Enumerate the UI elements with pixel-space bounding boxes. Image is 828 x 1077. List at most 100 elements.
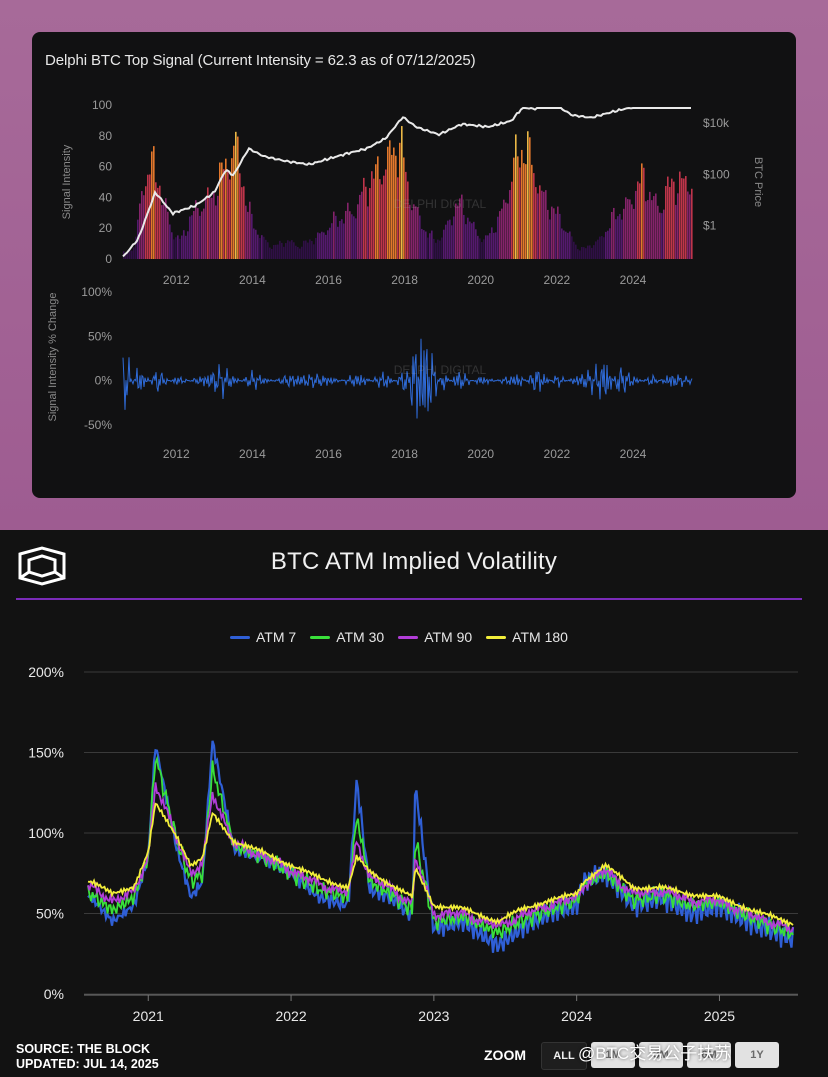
signal-bar — [425, 231, 427, 259]
signal-bar — [555, 213, 557, 259]
change-x-tick-label: 2020 — [467, 447, 494, 461]
signal-bar — [545, 190, 547, 259]
signal-bar — [337, 226, 339, 259]
signal-bar — [171, 232, 173, 259]
signal-bar — [437, 239, 439, 259]
signal-bar — [687, 191, 689, 259]
signal-bar — [291, 240, 293, 259]
signal-bar — [387, 146, 389, 259]
legend-item[interactable]: ATM 30 — [310, 629, 384, 645]
signal-bar — [187, 231, 189, 259]
signal-bar — [595, 241, 597, 259]
signal-bar — [199, 215, 201, 259]
signal-bar — [457, 205, 459, 259]
signal-bar — [299, 248, 301, 259]
signal-bar — [469, 221, 471, 259]
change-x-tick-label: 2022 — [544, 447, 571, 461]
iv-x-tick-label: 2023 — [418, 1008, 449, 1024]
signal-bar — [255, 229, 257, 259]
signal-bar — [523, 163, 525, 259]
delphi-chart: 0 20 40 60 80 100 $1 $100 $10k 2012 2014 2016 2018 20… — [47, 98, 764, 461]
signal-bar — [507, 203, 509, 259]
signal-bar — [423, 230, 425, 259]
signal-bar — [355, 218, 357, 259]
signal-bar — [311, 240, 313, 259]
signal-bar — [459, 198, 461, 259]
y-tick-label: 40 — [99, 190, 113, 204]
signal-bar — [549, 219, 551, 259]
signal-bar — [479, 238, 481, 259]
signal-bar — [149, 174, 151, 259]
iv-x-tick-label: 2024 — [561, 1008, 592, 1024]
delphi-chart-title: Delphi BTC Top Signal (Current Intensity… — [45, 52, 476, 69]
signal-bar — [167, 211, 169, 259]
signal-bar — [449, 219, 451, 259]
signal-bar — [127, 252, 129, 259]
signal-bar — [265, 239, 267, 259]
signal-bar — [235, 131, 237, 259]
signal-bar — [611, 211, 613, 259]
signal-bar — [511, 181, 513, 259]
iv-legend: ATM 7 ATM 30 ATM 90 ATM 180 — [230, 629, 568, 645]
signal-bar — [563, 230, 565, 259]
signal-bar — [655, 193, 657, 259]
signal-bar — [461, 194, 463, 259]
signal-bar — [439, 240, 441, 259]
signal-bar — [391, 154, 393, 259]
signal-bar — [673, 181, 675, 259]
signal-bar — [213, 191, 215, 259]
signal-bar — [301, 246, 303, 259]
zoom-button-all[interactable]: ALL — [541, 1042, 587, 1070]
y2-tick-label: $10k — [703, 116, 730, 130]
change-x-tick-label: 2024 — [620, 447, 647, 461]
signal-bar — [231, 158, 233, 259]
signal-bar — [585, 248, 587, 259]
signal-bar — [147, 174, 149, 259]
signal-bar — [347, 202, 349, 259]
iv-y-tick-label: 100% — [28, 825, 64, 841]
legend-item[interactable]: ATM 7 — [230, 629, 296, 645]
signal-bar — [681, 178, 683, 259]
signal-bar — [237, 136, 239, 259]
signal-bar — [333, 211, 335, 259]
signal-bar — [635, 190, 637, 259]
y-tick-label: 60 — [99, 160, 113, 174]
signal-bar — [245, 205, 247, 259]
x-tick-label: 2012 — [163, 273, 190, 287]
legend-swatch — [310, 635, 331, 639]
signal-bar — [533, 173, 535, 259]
signal-bar — [371, 171, 373, 259]
iv-series-line — [87, 802, 794, 928]
signal-bar — [161, 205, 163, 259]
signal-bar — [139, 203, 141, 259]
signal-bar — [543, 191, 545, 259]
signal-bar — [477, 235, 479, 259]
signal-bar — [645, 201, 647, 259]
signal-bar — [403, 157, 405, 259]
signal-bar — [475, 229, 477, 259]
x-tick-label: 2016 — [315, 273, 342, 287]
zoom-button-6m[interactable]: 6M — [687, 1042, 731, 1068]
signal-bar — [691, 188, 693, 259]
chart-watermark: DELPHI DIGITAL — [394, 363, 487, 377]
signal-bar — [637, 181, 639, 259]
signal-bar — [339, 220, 341, 259]
change-y-tick-label: 50% — [88, 329, 112, 343]
legend-item[interactable]: ATM 90 — [398, 629, 472, 645]
zoom-button-1y[interactable]: 1Y — [735, 1042, 779, 1068]
zoom-button-3m[interactable]: 3M — [639, 1042, 683, 1068]
signal-bar — [227, 171, 229, 259]
signal-bar — [513, 157, 515, 259]
signal-bar — [667, 176, 669, 259]
zoom-button-group: ALL 1M 3M 6M 1Y — [541, 1042, 779, 1070]
signal-bar — [179, 238, 181, 259]
signal-bar — [515, 134, 517, 259]
legend-item[interactable]: ATM 180 — [486, 629, 568, 645]
signal-bar — [419, 215, 421, 259]
signal-bar — [445, 224, 447, 259]
zoom-button-1m[interactable]: 1M — [591, 1042, 635, 1068]
signal-bar — [561, 228, 563, 259]
signal-bar — [535, 187, 537, 259]
signal-bar — [211, 197, 213, 259]
signal-bar — [481, 242, 483, 259]
